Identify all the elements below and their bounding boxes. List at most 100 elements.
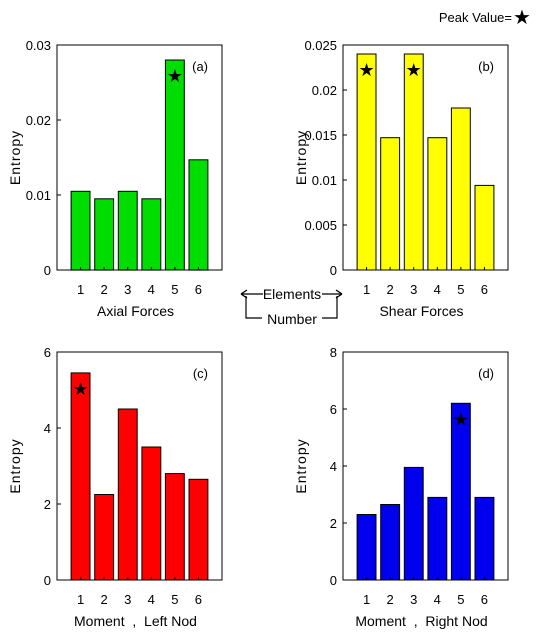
x-tick-label: 6: [481, 282, 488, 297]
plot-frame: [342, 44, 509, 271]
bar-1: [70, 190, 91, 271]
x-tick-label: 2: [100, 592, 107, 607]
peak-star-icon: ★: [453, 409, 469, 429]
plot-frame: [56, 351, 223, 581]
x-tick-label: 1: [363, 282, 370, 297]
y-tick-label: 0.005: [304, 218, 337, 233]
panel-tag: (a): [192, 59, 208, 74]
x-tick-label: 1: [77, 592, 84, 607]
peak-value-legend: Peak Value= ★: [439, 7, 531, 29]
x-tick-label: 5: [457, 282, 464, 297]
bar-1: [70, 372, 91, 581]
x-tick-label: 3: [124, 282, 131, 297]
y-tick-label: 0.025: [304, 38, 337, 53]
elements-label: Elements: [263, 286, 321, 302]
y-axis-label: Entropy: [7, 130, 23, 185]
bar-5: [450, 107, 471, 271]
x-tick-label: 2: [100, 282, 107, 297]
panel-tag: (c): [193, 366, 208, 381]
bar-2: [94, 494, 115, 581]
bar-2: [380, 504, 401, 581]
x-tick-label: 2: [386, 592, 393, 607]
left-bracket-line: [245, 296, 262, 319]
bar-6: [474, 496, 495, 581]
chart-panel-axial-forces: 1 2 3 4 5 ★ 6 0 0.01 0.02 0.03 Entropy Axial Forces (…: [7, 38, 223, 319]
peak-star-icon: ★: [406, 60, 422, 80]
chart-panel-shear-forces: 1 ★ 2 3 ★ 4 5 6 0 0.005 0.01 0.015 0.02 0.025 Entropy S…: [293, 38, 509, 319]
x-tick-label: 4: [148, 282, 155, 297]
y-tick-label: 0.02: [26, 113, 51, 128]
panel-tag: (d): [478, 366, 494, 381]
x-tick-label: 6: [195, 282, 202, 297]
bar-3: [403, 53, 424, 271]
peak-star-icon: ★: [359, 60, 375, 80]
bar-3: [117, 408, 138, 581]
peak-value-label: Peak Value=: [439, 10, 512, 25]
y-tick-label: 0.01: [312, 173, 337, 188]
y-tick-label: 2: [44, 497, 51, 512]
bar-4: [141, 446, 162, 581]
bar-2: [380, 137, 401, 271]
peak-star-icon: ★: [513, 7, 531, 29]
y-tick-label: 0: [44, 263, 51, 278]
bar-3: [403, 466, 424, 581]
x-tick-label: 4: [434, 282, 441, 297]
x-tick-label: 5: [457, 592, 464, 607]
bar-5: [164, 59, 185, 271]
bar-6: [188, 159, 209, 271]
y-tick-label: 0.015: [304, 128, 337, 143]
y-tick-label: 6: [44, 345, 51, 360]
y-tick-label: 0: [44, 573, 51, 588]
y-tick-label: 0.03: [26, 38, 51, 53]
y-tick-label: 2: [330, 516, 337, 531]
panel-tag: (b): [478, 59, 494, 74]
bar-2: [94, 198, 115, 271]
y-tick-label: 0.01: [26, 188, 51, 203]
bar-4: [141, 198, 162, 271]
x-tick-label: 3: [410, 592, 417, 607]
chart-panel-moment-left: 1 ★ 2 3 4 5 6 0 2 4 6 Entropy Moment , Left Nod (c): [7, 345, 223, 629]
y-tick-label: 0: [330, 573, 337, 588]
bar-6: [188, 478, 209, 581]
x-axis-label: Moment , Right Nod: [355, 613, 487, 629]
peak-star-icon: ★: [73, 379, 89, 399]
x-tick-label: 1: [77, 282, 84, 297]
elements-number-note: Elements Number: [240, 286, 343, 327]
x-tick-label: 3: [124, 592, 131, 607]
y-axis-label: Entropy: [293, 438, 309, 493]
y-axis-label: Entropy: [293, 130, 309, 185]
bar-1: [356, 53, 377, 271]
x-tick-label: 4: [148, 592, 155, 607]
y-tick-label: 4: [330, 459, 337, 474]
bar-4: [427, 137, 448, 271]
y-tick-label: 8: [330, 345, 337, 360]
bar-1: [356, 514, 377, 581]
bar-5: [450, 402, 471, 581]
y-axis-label: Entropy: [7, 438, 23, 493]
y-tick-label: 0.02: [312, 83, 337, 98]
chart-panel-moment-right: 1 2 3 4 5 ★ 6 0 2 4 6 8 Entropy Moment , Right Nod (d): [293, 345, 509, 629]
plot-frame: [56, 44, 223, 271]
x-axis-label: Moment , Left Nod: [74, 613, 197, 629]
x-tick-label: 5: [171, 282, 178, 297]
x-axis-label: Shear Forces: [379, 303, 463, 319]
y-tick-label: 0: [330, 263, 337, 278]
y-tick-label: 4: [44, 421, 51, 436]
x-tick-label: 3: [410, 282, 417, 297]
x-tick-label: 2: [386, 282, 393, 297]
bar-5: [164, 473, 185, 581]
left-arrow-icon: [240, 289, 263, 299]
x-tick-label: 6: [195, 592, 202, 607]
x-axis-label: Axial Forces: [97, 303, 174, 319]
y-tick-label: 6: [330, 402, 337, 417]
x-tick-label: 4: [434, 592, 441, 607]
x-tick-label: 1: [363, 592, 370, 607]
right-bracket-line: [322, 296, 338, 319]
bar-3: [117, 190, 138, 271]
number-label: Number: [267, 311, 317, 327]
right-arrow-icon: [322, 289, 343, 299]
peak-star-icon: ★: [167, 66, 183, 86]
bar-4: [427, 496, 448, 581]
panels: 1 2 3 4 5 ★ 6 0 0.01 0.02 0.03 Entropy Axial Forces (…: [7, 38, 509, 629]
